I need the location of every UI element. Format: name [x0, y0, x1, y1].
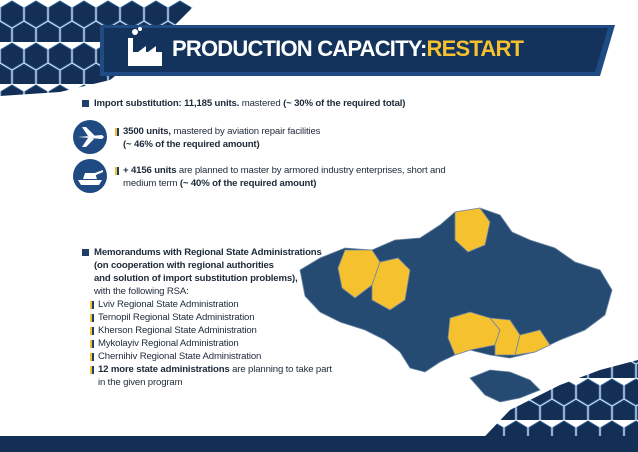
banner [104, 28, 608, 72]
text-segment: mastered [239, 98, 284, 109]
hex-pattern [470, 360, 638, 452]
text-segment: Memorandums with Regional State Administ… [94, 247, 322, 258]
text-line: 12 more state administrations are planni… [90, 363, 332, 376]
text-segment: are planning to take part [229, 364, 332, 375]
rsa-item: Lviv Regional State Administration [90, 298, 332, 311]
text-segment: and solution of import substitution prob… [94, 273, 298, 284]
rsa-item: Chernihiv Regional State Administration [90, 350, 332, 363]
title-main: PRODUCTION CAPACITY: [172, 36, 427, 61]
aviation-text: 3500 units, mastered by aviation repair … [114, 125, 321, 151]
text-line: Import substitution: 11,185 units. maste… [94, 97, 405, 110]
title: PRODUCTION CAPACITY:RESTART [172, 36, 524, 62]
text-segment: medium term [123, 178, 180, 189]
text-line: (~ 46% of the required amount) [123, 138, 320, 151]
import-text: Import substitution: 11,185 units. maste… [81, 97, 405, 110]
memorandum-more: 12 more state administrations are planni… [90, 363, 332, 389]
text-line: medium term (~ 40% of the required amoun… [123, 177, 446, 190]
title-accent: RESTART [426, 36, 524, 61]
text-line: Memorandums with Regional State Administ… [94, 246, 328, 259]
text-segment: (~ 30% of the required total) [283, 98, 406, 109]
text-line: in the given program [98, 376, 332, 389]
map [299, 207, 613, 403]
rsa-list: Lviv Regional State Administration Ternop… [90, 298, 332, 363]
text-segment: with the following RSA: [94, 286, 189, 297]
memorandum-heading: Memorandums with Regional State Administ… [82, 246, 328, 298]
text-line: and solution of import substitution prob… [94, 272, 328, 285]
text-segment: Import substitution: 11,185 units. [94, 98, 240, 109]
text-line: 3500 units, mastered by aviation repair … [114, 125, 321, 138]
armor-text: + 4156 units are planned to master by ar… [115, 164, 446, 190]
text-segment: + 4156 units [123, 165, 177, 176]
text-segment: (~ 40% of the required amount) [179, 178, 317, 189]
text-line: with the following RSA: [94, 285, 328, 298]
rsa-item: Ternopil Regional State Administration [90, 311, 332, 324]
memorandum-block: Memorandums with Regional State Administ… [82, 246, 332, 389]
footer-bar [0, 436, 638, 452]
text-line: (on cooperation with regional authoritie… [94, 259, 328, 272]
rsa-item: Kherson Regional State Administration [90, 324, 332, 337]
text-line: + 4156 units are planned to master by ar… [115, 164, 446, 177]
factory-icon [128, 27, 162, 66]
text-segment: (on cooperation with regional authoritie… [94, 260, 274, 271]
text-segment: are planned to master by armored industr… [176, 165, 446, 176]
rsa-item: Mykolayiv Regional Administration [90, 337, 332, 350]
text-segment: 3500 units, [123, 126, 171, 137]
text-segment: mastered by aviation repair facilities [170, 126, 321, 137]
text-segment: (~ 46% of the required amount) [123, 139, 260, 150]
text-segment: in the given program [98, 377, 183, 388]
text-segment: 12 more state administrations [98, 364, 230, 375]
